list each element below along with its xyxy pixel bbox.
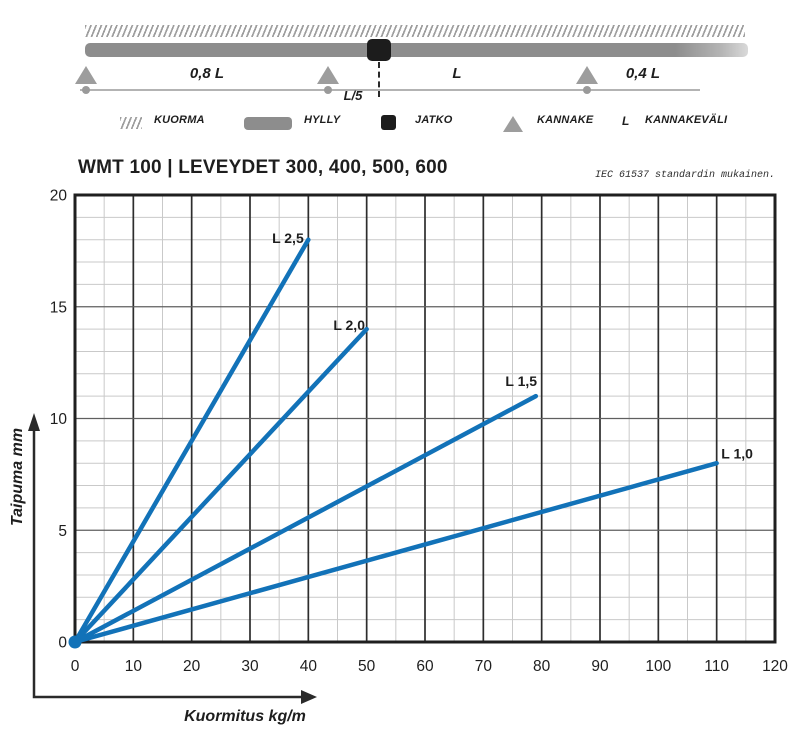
legend-label-kannakevali: KANNAKEVÄLI <box>645 114 728 126</box>
grid-major <box>75 195 775 642</box>
series-label: L 2,0 <box>333 317 365 333</box>
plot-border <box>73 193 777 644</box>
support-triangle-right <box>576 66 598 84</box>
y-axis-arrowhead-icon <box>28 413 40 431</box>
x-tick-label: 70 <box>475 658 493 675</box>
dim-label-L5: L/5 <box>343 88 363 103</box>
joint-dashed-line <box>378 62 380 97</box>
y-tick-label: 0 <box>58 635 67 652</box>
letter-L-symbol: L <box>622 114 630 128</box>
legend-label-kannake: KANNAKE <box>537 114 594 126</box>
x-tick-label: 100 <box>645 658 671 675</box>
support-triangle-icon <box>503 116 523 132</box>
support-triangle-left <box>75 66 97 84</box>
x-tick-labels: 0 10 20 30 40 50 60 70 80 90 100 110 120 <box>71 658 789 675</box>
x-tick-label: 110 <box>704 658 729 675</box>
support-triangle-middle <box>317 66 339 84</box>
joint-square-icon <box>381 115 396 130</box>
series-label: L 1,0 <box>721 446 753 462</box>
legend-label-kuorma: KUORMA <box>154 114 205 126</box>
legend: KUORMA HYLLY JATKO KANNAKE L KANNAKEVÄLI <box>0 112 800 140</box>
series-label: L 1,5 <box>505 373 537 389</box>
dimension-dot-right <box>583 86 591 94</box>
series-label: L 2,5 <box>272 230 304 246</box>
x-tick-label: 60 <box>416 658 434 675</box>
x-tick-label: 10 <box>125 658 143 675</box>
x-axis-title: Kuormitus kg/m <box>184 708 306 725</box>
legend-label-jatko: JATKO <box>415 114 453 126</box>
x-tick-label: 0 <box>71 658 80 675</box>
y-tick-label: 5 <box>58 523 67 540</box>
y-tick-label: 10 <box>50 411 68 428</box>
axis-arrows <box>28 413 317 704</box>
x-tick-label: 90 <box>591 658 609 675</box>
x-axis-arrowhead-icon <box>301 690 317 704</box>
standard-note: IEC 61537 standardin mukainen. <box>594 170 775 181</box>
dimension-dot-middle <box>324 86 332 94</box>
x-tick-label: 80 <box>533 658 551 675</box>
dimension-dot-left <box>82 86 90 94</box>
series-labels: L 2,5 L 2,0 L 1,5 L 1,0 <box>272 230 753 462</box>
deflection-chart: L 2,5 L 2,0 L 1,5 L 1,0 0 10 20 30 40 50 60 70 80 90 1… <box>0 185 800 736</box>
legend-label-hylly: HYLLY <box>304 114 341 126</box>
dim-label-08L: 0,8 L <box>189 65 225 82</box>
y-tick-labels: 0 5 10 15 20 <box>50 188 68 652</box>
dim-label-04L: 0,4 L <box>625 65 661 82</box>
beam-diagram: 0,8 L L 0,4 L L/5 <box>0 0 800 110</box>
load-hatch <box>85 25 745 37</box>
y-tick-label: 20 <box>50 188 68 205</box>
load-hatch-icon <box>120 117 142 129</box>
x-tick-label: 50 <box>358 658 376 675</box>
dim-label-L: L <box>452 65 462 82</box>
chart-svg: L 2,5L 2,0L 1,5L 1,00 10 20 30 40 50 60 70 80 90 1… <box>9 188 789 726</box>
y-tick-label: 15 <box>50 299 67 316</box>
joint-square <box>367 39 391 61</box>
origin-dot <box>68 635 82 649</box>
y-axis-title: Taipuma mm <box>9 428 26 526</box>
series-line <box>72 237 311 645</box>
x-tick-label: 30 <box>241 658 259 675</box>
x-tick-label: 20 <box>183 658 201 675</box>
x-tick-label: 40 <box>300 658 318 675</box>
shelf-swatch-icon <box>244 117 292 130</box>
x-axis-title: Kuormitus kg/m <box>184 708 306 725</box>
page-title: WMT 100 | LEVEYDET 300, 400, 500, 600 <box>78 157 448 178</box>
shelf-bar <box>85 43 748 57</box>
x-tick-label: 120 <box>762 658 788 675</box>
dimension-line <box>80 89 700 91</box>
series-line <box>72 460 719 645</box>
y-axis-title: Taipuma mm <box>9 428 26 526</box>
series-lines <box>72 237 719 645</box>
series-line <box>72 393 539 645</box>
series-line <box>72 326 369 645</box>
